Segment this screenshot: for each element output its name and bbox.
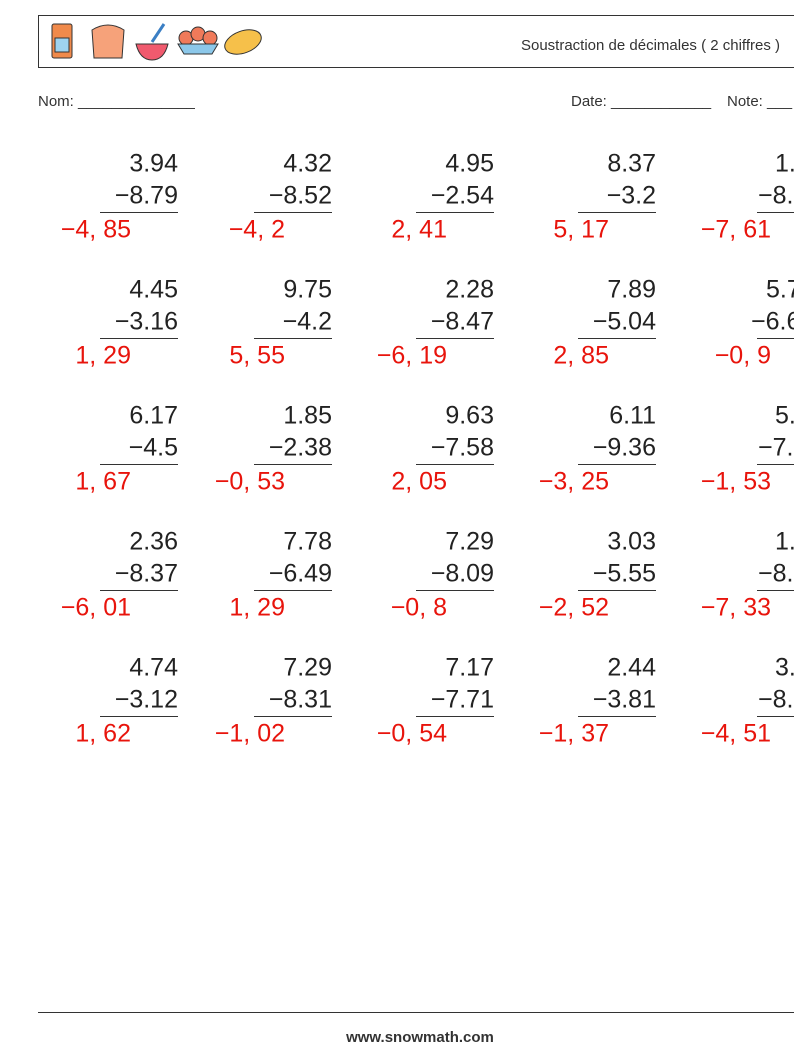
- top-number: 3.03: [607, 528, 656, 556]
- top-number: 9.63: [445, 402, 494, 430]
- top-number: 1.85: [283, 402, 332, 430]
- answer: −3, 25: [539, 468, 609, 496]
- top-number: 7.29: [283, 654, 332, 682]
- top-number: 5.: [775, 402, 794, 430]
- bottom-number: −8.37: [115, 560, 178, 588]
- answer: 2, 05: [391, 468, 447, 496]
- answer: 1, 62: [75, 720, 131, 748]
- header-box: [38, 15, 794, 68]
- bottom-number: −7.: [758, 434, 793, 462]
- bottom-number: −8.79: [115, 182, 178, 210]
- top-number: 6.11: [609, 402, 656, 430]
- answer: 1, 67: [75, 468, 131, 496]
- top-number: 9.75: [283, 276, 332, 304]
- top-number: 7.89: [607, 276, 656, 304]
- top-number: 4.45: [129, 276, 178, 304]
- answer: −1, 53: [701, 468, 771, 496]
- answer: 5, 55: [229, 342, 285, 370]
- top-number: 2.44: [607, 654, 656, 682]
- bottom-number: −5.55: [593, 560, 656, 588]
- answer: −0, 54: [377, 720, 447, 748]
- bottom-number: −3.16: [115, 308, 178, 336]
- top-number: 5.7: [766, 276, 794, 304]
- answer: −0, 53: [215, 468, 285, 496]
- bottom-number: −8.: [758, 686, 793, 714]
- bottom-number: −9.36: [593, 434, 656, 462]
- bottom-number: −7.58: [431, 434, 494, 462]
- answer: 5, 17: [553, 216, 609, 244]
- top-number: 1.: [775, 528, 794, 556]
- bottom-number: −4.2: [283, 308, 332, 336]
- top-number: 4.32: [283, 150, 332, 178]
- top-number: 1.: [775, 150, 794, 178]
- top-number: 4.74: [129, 654, 178, 682]
- bottom-number: −2.54: [431, 182, 494, 210]
- icon-egg: [202, 30, 218, 46]
- bottom-number: −8.: [758, 560, 793, 588]
- icon-bread: [224, 29, 262, 55]
- footer: www.snowmath.com: [345, 1029, 494, 1046]
- bottom-number: −3.2: [607, 182, 656, 210]
- answer: 1, 29: [75, 342, 131, 370]
- bottom-number: −4.5: [129, 434, 178, 462]
- top-number: 3.: [775, 654, 794, 682]
- bottom-number: −5.04: [593, 308, 656, 336]
- answer: −0, 8: [391, 594, 447, 622]
- bottom-number: −8.09: [431, 560, 494, 588]
- top-number: 8.37: [607, 150, 656, 178]
- icon-whisk: [150, 23, 166, 43]
- top-number: 7.17: [445, 654, 494, 682]
- answer: 1, 29: [229, 594, 285, 622]
- answer: −1, 02: [215, 720, 285, 748]
- top-number: 7.29: [445, 528, 494, 556]
- top-number: 7.78: [283, 528, 332, 556]
- top-number: 2.36: [129, 528, 178, 556]
- icon-bowl: [135, 43, 169, 61]
- answer: −2, 52: [539, 594, 609, 622]
- bottom-number: −8.52: [269, 182, 332, 210]
- answer: −6, 01: [61, 594, 131, 622]
- title: Soustraction de décimales ( 2 chiffres ): [521, 37, 780, 54]
- answer: −4, 51: [701, 720, 771, 748]
- answer: 2, 85: [553, 342, 609, 370]
- answer: −6, 19: [377, 342, 447, 370]
- date-field: Date: ____________: [571, 93, 712, 110]
- bottom-number: −6.6: [751, 308, 794, 336]
- answer: −0, 9: [715, 342, 771, 370]
- answer: −4, 2: [229, 216, 285, 244]
- icon-flour: [91, 24, 125, 59]
- top-number: 4.95: [445, 150, 494, 178]
- answer: −1, 37: [539, 720, 609, 748]
- bottom-number: −3.12: [115, 686, 178, 714]
- top-number: 2.28: [445, 276, 494, 304]
- top-number: 3.94: [129, 150, 178, 178]
- icon-egg-tray: [177, 43, 219, 55]
- note-field: Note: ___: [727, 93, 793, 110]
- answer: 2, 41: [391, 216, 447, 244]
- answer: −7, 61: [701, 216, 771, 244]
- name-field: Nom: ______________: [38, 93, 195, 110]
- bottom-number: −7.71: [431, 686, 494, 714]
- problems: 3.94 −8.79 −4, 85 4.32 −8.52 −4, 2 4.95 −2.54 2,…: [61, 150, 794, 748]
- icons: [51, 23, 262, 61]
- icon-milk-label: [54, 37, 70, 53]
- top-number: 6.17: [129, 402, 178, 430]
- bottom-number: −3.81: [593, 686, 656, 714]
- answer: −7, 33: [701, 594, 771, 622]
- bottom-number: −8.: [758, 182, 793, 210]
- bottom-number: −2.38: [269, 434, 332, 462]
- answer: −4, 85: [61, 216, 131, 244]
- bottom-number: −6.49: [269, 560, 332, 588]
- bottom-number: −8.31: [269, 686, 332, 714]
- bottom-number: −8.47: [431, 308, 494, 336]
